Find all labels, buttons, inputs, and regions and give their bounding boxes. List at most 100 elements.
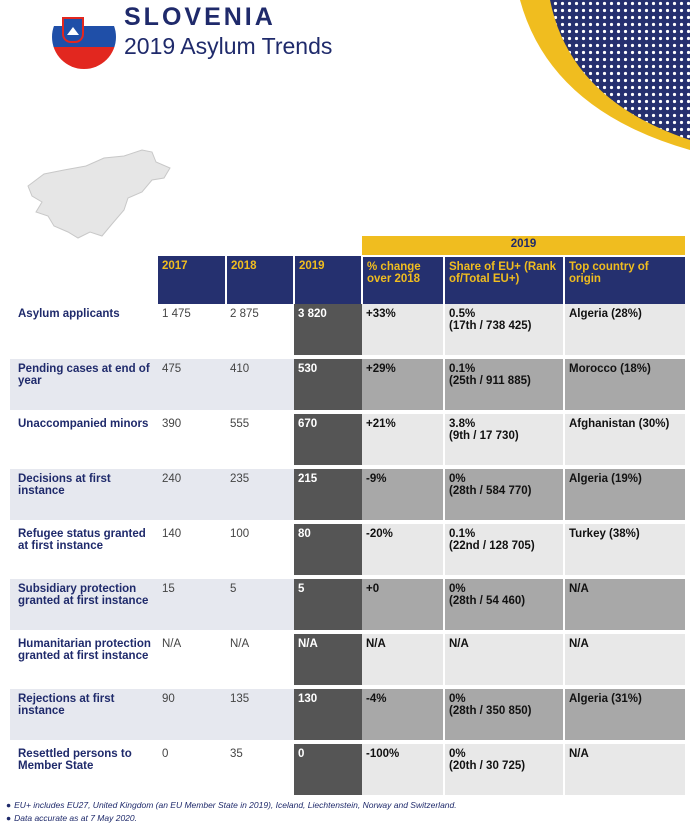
slovenia-flag-icon — [52, 5, 116, 69]
cell-change: -9% — [362, 467, 445, 524]
cell-2017: N/A — [158, 632, 226, 689]
cell-change: +33% — [362, 304, 445, 359]
cell-share: 3.8% (9th / 17 730) — [444, 412, 565, 469]
col-header-change: % change over 2018 — [362, 256, 445, 304]
cell-share: 0.1% (25th / 911 885) — [444, 357, 565, 414]
table-row: Pending cases at end of year 475 410 530 +29… — [10, 357, 685, 414]
cell-2018: 555 — [226, 412, 294, 469]
table-row: Asylum applicants 1 475 2 875 3 820 +33% 0.5%… — [10, 304, 685, 359]
cell-top-country: N/A — [564, 632, 685, 689]
table-row: Subsidiary protection granted at first i… — [10, 577, 685, 634]
share-rank: (28th / 350 850) — [449, 705, 532, 717]
share-rank: (25th / 911 885) — [449, 375, 531, 387]
table-row: Resettled persons to Member State 0 35 0 -10… — [10, 742, 685, 799]
asylum-trends-table: 2019 2017 2018 2019 % change over 2018 S… — [10, 236, 685, 799]
share-value: 0% — [449, 693, 466, 705]
cell-share: 0% (28th / 54 460) — [444, 577, 565, 634]
row-label: Subsidiary protection granted at first i… — [10, 577, 158, 634]
cell-2019: 215 — [294, 467, 362, 524]
cell-top-country: Morocco (18%) — [564, 357, 685, 414]
cell-change: +0 — [362, 577, 445, 634]
cell-share: 0.1% (22nd / 128 705) — [444, 522, 565, 579]
cell-change: -4% — [362, 687, 445, 744]
share-value: 3.8% — [449, 418, 476, 430]
cell-2019: 80 — [294, 522, 362, 579]
col-header-top-country: Top country of origin — [564, 256, 685, 304]
cell-top-country: Algeria (28%) — [564, 304, 685, 359]
slovenia-map-icon — [27, 149, 171, 239]
cell-change: -100% — [362, 742, 445, 799]
cell-2019: 0 — [294, 742, 362, 799]
country-title: SLOVENIA — [124, 3, 276, 31]
dot-pattern-decoration — [520, 0, 690, 150]
cell-2018: N/A — [226, 632, 294, 689]
row-label: Decisions at first instance — [10, 467, 158, 524]
cell-share: 0% (20th / 30 725) — [444, 742, 565, 799]
cell-change: -20% — [362, 522, 445, 579]
share-rank: (17th / 738 425) — [449, 320, 532, 332]
cell-2017: 1 475 — [158, 304, 226, 359]
share-value: 0% — [449, 473, 466, 485]
cell-top-country: N/A — [564, 742, 685, 799]
col-header-2019: 2019 — [294, 256, 363, 304]
cell-top-country: Algeria (31%) — [564, 687, 685, 744]
group-header-2019: 2019 — [362, 236, 685, 257]
cell-share: N/A — [444, 632, 565, 689]
share-rank: (9th / 17 730) — [449, 430, 519, 442]
cell-2017: 475 — [158, 357, 226, 414]
share-rank: (20th / 30 725) — [449, 760, 526, 772]
cell-2018: 135 — [226, 687, 294, 744]
row-label: Humanitarian protection granted at first… — [10, 632, 158, 689]
cell-2019: 530 — [294, 357, 362, 414]
share-rank: (28th / 54 460) — [449, 595, 526, 607]
cell-2019: 5 — [294, 577, 362, 634]
footnote-data-date: Data accurate as at 7 May 2020. — [14, 813, 137, 823]
cell-2017: 140 — [158, 522, 226, 579]
cell-2017: 15 — [158, 577, 226, 634]
row-label: Resettled persons to Member State — [10, 742, 158, 799]
col-header-2018: 2018 — [226, 256, 295, 304]
table-row: Humanitarian protection granted at first… — [10, 632, 685, 689]
cell-top-country: Turkey (38%) — [564, 522, 685, 579]
share-value: 0.5% — [449, 308, 476, 320]
cell-2018: 35 — [226, 742, 294, 799]
cell-change: N/A — [362, 632, 445, 689]
page-subtitle: 2019 Asylum Trends — [124, 33, 333, 59]
share-value: 0.1% — [449, 363, 476, 375]
share-rank: (22nd / 128 705) — [449, 540, 535, 552]
cell-2018: 100 — [226, 522, 294, 579]
col-header-2017: 2017 — [158, 256, 227, 304]
share-value: N/A — [449, 638, 469, 650]
cell-2017: 390 — [158, 412, 226, 469]
table-row: Unaccompanied minors 390 555 670 +21% 3.8% (9t… — [10, 412, 685, 469]
cell-share: 0% (28th / 350 850) — [444, 687, 565, 744]
cell-2019: 130 — [294, 687, 362, 744]
cell-2018: 410 — [226, 357, 294, 414]
share-value: 0.1% — [449, 528, 476, 540]
footnotes: ● EU+ includes EU27, United Kingdom (an E… — [6, 800, 457, 823]
table-row: Refugee status granted at first instance… — [10, 522, 685, 579]
cell-2017: 90 — [158, 687, 226, 744]
cell-2017: 240 — [158, 467, 226, 524]
cell-2018: 5 — [226, 577, 294, 634]
share-rank: (28th / 584 770) — [449, 485, 532, 497]
cell-2019: 670 — [294, 412, 362, 469]
cell-2019: 3 820 — [294, 304, 362, 359]
cell-share: 0% (28th / 584 770) — [444, 467, 565, 524]
table-row: Rejections at first instance 90 135 130 -4% 0… — [10, 687, 685, 744]
row-label: Rejections at first instance — [10, 687, 158, 744]
cell-top-country: Algeria (19%) — [564, 467, 685, 524]
cell-top-country: Afghanistan (30%) — [564, 412, 685, 469]
cell-2019: N/A — [294, 632, 362, 689]
cell-share: 0.5% (17th / 738 425) — [444, 304, 565, 359]
table-row: Decisions at first instance 240 235 215 -9% 0… — [10, 467, 685, 524]
col-header-share: Share of EU+ (Rank of/Total EU+) — [444, 256, 565, 304]
row-label: Unaccompanied minors — [10, 412, 158, 469]
row-label: Refugee status granted at first instance — [10, 522, 158, 579]
cell-top-country: N/A — [564, 577, 685, 634]
row-label: Asylum applicants — [10, 304, 158, 359]
share-value: 0% — [449, 748, 466, 760]
row-label: Pending cases at end of year — [10, 357, 158, 414]
cell-2017: 0 — [158, 742, 226, 799]
cell-change: +21% — [362, 412, 445, 469]
